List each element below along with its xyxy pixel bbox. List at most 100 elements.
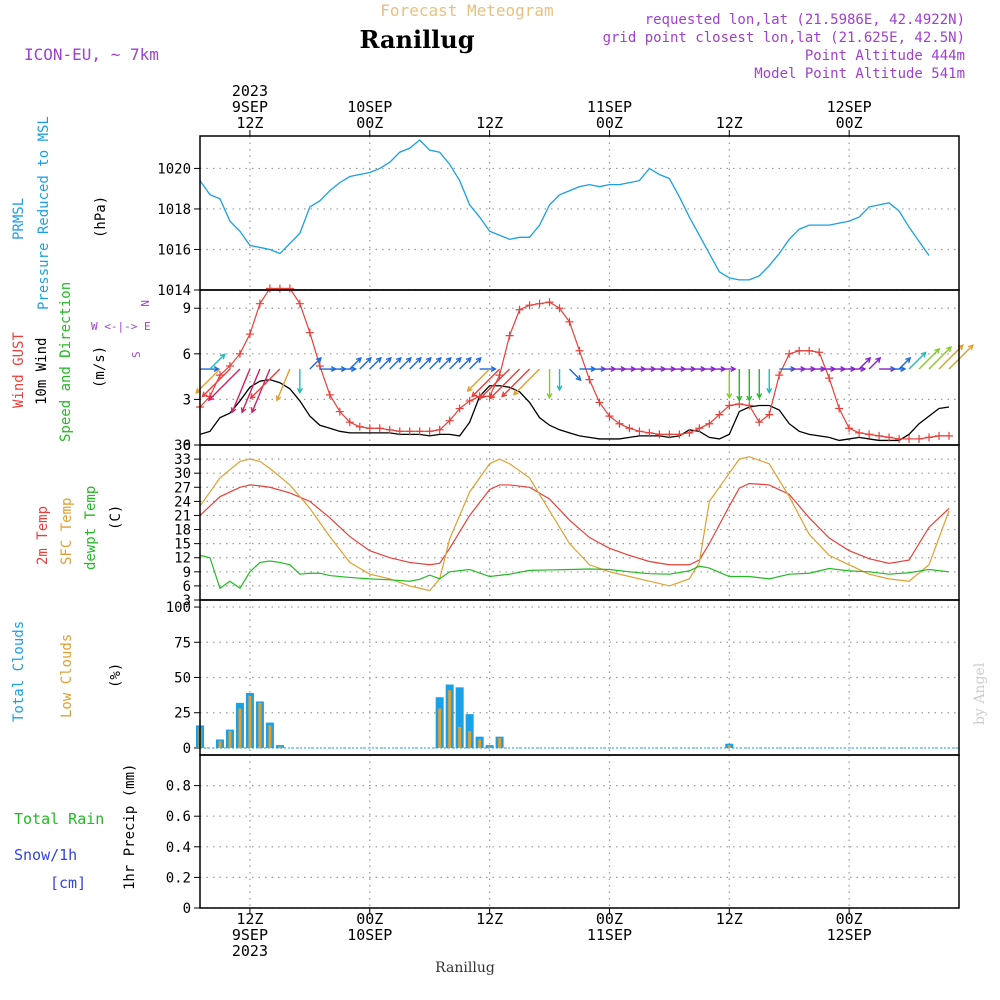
wind-arrow <box>479 366 497 373</box>
wind-arrow <box>250 368 271 414</box>
wind-arrow-shaft <box>209 353 226 370</box>
wind-arrow-head <box>275 395 282 402</box>
wind-arrow <box>359 356 372 370</box>
ytick-label: 0.8 <box>166 779 191 795</box>
wind-speed-line <box>199 378 950 442</box>
gust-marker <box>515 305 524 314</box>
wind-arrow-shaft <box>349 357 362 370</box>
gust-marker <box>535 299 544 308</box>
gust-marker <box>595 398 604 407</box>
wind-arrow-head <box>385 356 392 363</box>
ytitle-c: (C) <box>108 505 124 530</box>
wind-arrow <box>207 368 241 402</box>
wind-arrow-head <box>860 366 867 373</box>
wind-arrow-shaft <box>467 368 491 392</box>
info-line-2: grid point closest lon,lat (21.625E, 42.… <box>603 30 965 46</box>
gust-marker <box>335 407 344 416</box>
ytick-label: 24 <box>174 494 191 510</box>
ytick-label: 0 <box>183 741 191 757</box>
time-label-top: 00Z <box>836 114 863 132</box>
time-label-top: 12Z <box>716 114 743 132</box>
wind-arrow-head <box>726 393 733 400</box>
time-label-top: 12SEP <box>827 98 872 116</box>
info-line-4: Model Point Altitude 541m <box>754 66 965 82</box>
wind-arrow-shaft <box>918 348 940 370</box>
wind-arrow <box>569 368 582 382</box>
cloud-bar-low <box>278 746 282 748</box>
time-label-bottom: 12Z <box>236 910 263 928</box>
wind-arrow-head <box>455 356 462 363</box>
wind-arrow-head <box>934 347 941 354</box>
panel-pressure: 1014 1016 1018 1020 <box>157 135 960 299</box>
legend-snow-unit: [cm] <box>50 874 86 892</box>
gust-marker <box>875 431 884 440</box>
gust-marker <box>785 349 794 358</box>
wind-arrow-head <box>479 393 486 400</box>
wind-arrow-head <box>575 375 582 382</box>
gust-marker <box>375 424 384 433</box>
wind-arrow <box>868 356 882 370</box>
ytick-label: 1020 <box>157 161 191 177</box>
gust-marker <box>405 427 414 436</box>
cloud-bar-low <box>238 708 242 748</box>
wind-arrow-shaft <box>429 357 442 370</box>
cloud-bar-low <box>438 708 442 748</box>
chart-supertitle: Forecast Meteogram <box>380 1 553 20</box>
wind-arrow <box>240 368 261 414</box>
gust-marker <box>795 346 804 355</box>
gust-marker <box>665 430 674 439</box>
gust-marker <box>235 349 244 358</box>
time-label-bottom: 10SEP <box>347 926 392 944</box>
gust-marker <box>575 346 584 355</box>
gust-marker <box>815 348 824 357</box>
wind-arrow-shaft <box>898 357 911 370</box>
wind-arrow-shaft <box>469 357 482 370</box>
wind-arrow-shaft <box>513 368 541 396</box>
panel-precip: 0 0.2 0.4 0.6 0.8 <box>166 754 960 917</box>
wind-arrow <box>249 368 281 400</box>
gust-marker <box>275 284 284 293</box>
wind-arrow-head <box>905 356 912 363</box>
time-label-top: 11SEP <box>587 98 632 116</box>
wind-arrow-shaft <box>379 357 392 370</box>
pressure-line <box>199 139 930 281</box>
wind-arrow-head <box>207 395 214 402</box>
wind-arrow-shaft <box>389 357 402 370</box>
gust-marker <box>505 331 514 340</box>
wind-arrow <box>918 347 941 370</box>
wind-arrow-shaft <box>369 357 382 370</box>
temp-line-temp2m <box>199 482 950 566</box>
gust-marker <box>865 430 874 439</box>
gust-marker <box>895 434 904 443</box>
cloud-bar-low <box>248 695 252 748</box>
time-label-bottom: 2023 <box>232 942 268 960</box>
ytick-label: 3 <box>183 392 191 408</box>
wind-arrow-shaft <box>908 352 927 370</box>
wind-arrow-shaft <box>231 368 251 413</box>
wind-arrow <box>546 369 553 400</box>
time-label-bottom: 00Z <box>836 910 863 928</box>
ytick-label: 50 <box>174 671 191 687</box>
compass-we: W <-|-> E <box>91 320 151 333</box>
ytick-label: 0.4 <box>166 840 191 856</box>
cloud-bar-low <box>258 702 262 748</box>
gust-marker <box>885 433 894 442</box>
gust-marker <box>945 431 954 440</box>
ytick-label: 21 <box>174 508 191 524</box>
wind-arrow-shaft <box>208 368 241 401</box>
cloud-bar-low <box>727 745 731 748</box>
time-label-bottom: 00Z <box>596 910 623 928</box>
cloud-bar-low <box>488 746 492 748</box>
ytick-label: 36 <box>174 438 191 454</box>
gust-marker <box>655 430 664 439</box>
ytitle-speeddir: Speed and Direction <box>58 282 74 442</box>
ytitle-prmsl: PRMSL <box>11 198 27 240</box>
legend-total-rain: Total Rain <box>14 810 104 828</box>
gust-marker <box>285 284 294 293</box>
wind-arrow <box>756 369 763 400</box>
y-titles: PRMSL Pressure Reduced to MSL (hPa) Wind… <box>11 116 151 892</box>
gust-marker <box>395 427 404 436</box>
ytick-label: 12 <box>174 551 191 567</box>
ytick-label: 100 <box>166 600 191 616</box>
